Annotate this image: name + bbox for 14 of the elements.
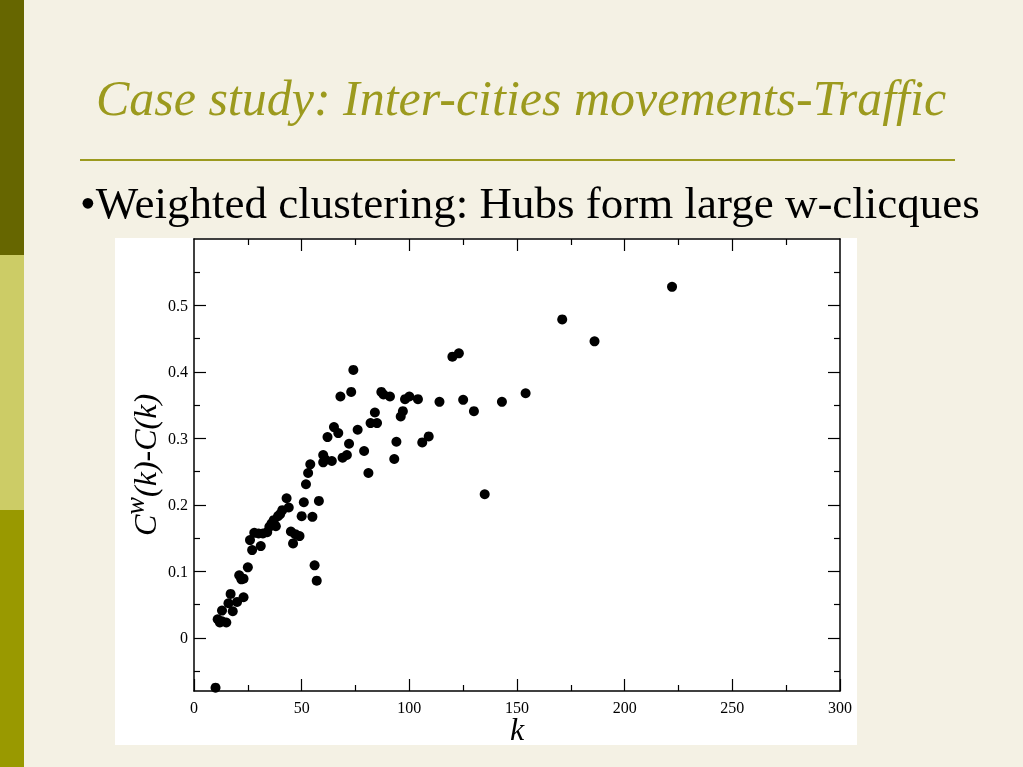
- x-tick-label: 200: [612, 698, 637, 716]
- y-tick-label: 0: [180, 629, 188, 647]
- y-tick-label: 0.1: [168, 562, 188, 580]
- chart-subtitle: •Weighted clustering: Hubs form large w-clicques: [80, 177, 980, 229]
- chart-title: Case study: Inter-cities movements-Traffic: [94, 69, 948, 128]
- y-tick-label: 0.4: [168, 363, 188, 381]
- y-tick-label: 0.2: [168, 496, 188, 514]
- x-tick-label: 50: [293, 698, 310, 716]
- y-tick-label: 0.3: [168, 429, 188, 447]
- x-tick-label: 150: [505, 698, 529, 716]
- x-tick-label: 100: [397, 698, 422, 716]
- x-tick-label: 300: [828, 698, 852, 716]
- y-tick-label: 0.5: [168, 296, 188, 314]
- x-tick-label: 250: [720, 698, 745, 716]
